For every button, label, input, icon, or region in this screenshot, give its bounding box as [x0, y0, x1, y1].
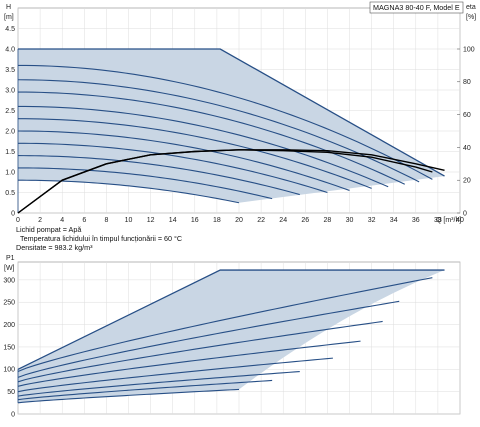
max-curve	[18, 48, 445, 177]
y-tick-label: 0.5	[5, 190, 15, 197]
x-tick-label: 16	[191, 217, 199, 224]
power-curve	[17, 370, 300, 397]
y-tick-label: 4.5	[5, 26, 15, 33]
x-tick-label: 0	[16, 217, 20, 224]
speed-curve	[17, 118, 372, 189]
x-tick-label: 6	[82, 217, 86, 224]
note-temperature: Temperatura lichidului în timpul funcțio…	[20, 234, 182, 243]
power-max-curve	[17, 269, 445, 370]
speed-curve	[17, 179, 240, 204]
y-tick-label: 0	[11, 411, 15, 418]
x-tick-label: 8	[104, 217, 108, 224]
y2-tick-label: 60	[463, 112, 471, 119]
head-flow-chart: 0 2 4 6 8 10 12 14 16 18 20 22 24 26 28 30 32 34 36 38 4000.…	[5, 7, 475, 224]
power-curve	[17, 277, 433, 373]
power-curve	[17, 340, 361, 387]
y-tick-label: 300	[3, 277, 15, 284]
model-box-label: MAGNA3 80-40 F, Model E	[373, 3, 460, 12]
power-curve	[17, 388, 240, 404]
power-flow-chart: 0 50 100 150 200 250 300	[3, 261, 461, 418]
x-tick-label: 14	[169, 217, 177, 224]
x-tick-label: 24	[279, 217, 287, 224]
speed-curve	[17, 155, 300, 196]
x-tick-label: 12	[147, 217, 155, 224]
speed-curve	[17, 64, 433, 180]
y2-tick-label: 20	[463, 178, 471, 185]
speed-curve	[17, 91, 405, 185]
x-tick-label: 40	[456, 217, 464, 224]
y-tick-label: 150	[3, 344, 15, 351]
y-axis-label-p1: P1	[6, 255, 15, 262]
y2-tick-label: 40	[463, 145, 471, 152]
y-axis-unit-w: [W]	[4, 265, 15, 272]
x-tick-label: 22	[257, 217, 265, 224]
power-curve	[17, 379, 273, 401]
speed-curve	[17, 167, 273, 200]
note-liquid: Lichid pompat = Apă	[16, 225, 81, 234]
x-tick-label: 20	[235, 217, 243, 224]
y2-tick-label: 0	[463, 210, 467, 217]
speed-curve	[17, 130, 350, 191]
y-tick-label: 250	[3, 300, 15, 307]
x-tick-label: 4	[60, 217, 64, 224]
y2-tick-label: 100	[463, 46, 475, 53]
speed-curve	[17, 105, 389, 188]
power-curve	[17, 320, 383, 383]
y-tick-label: 1.0	[5, 169, 15, 176]
x-tick-label: 18	[213, 217, 221, 224]
x-tick-label: 26	[301, 217, 309, 224]
power-curve	[17, 357, 333, 393]
speed-curve	[17, 142, 328, 194]
note-density: Densitate = 983.2 kg/m³	[16, 243, 93, 252]
model-box	[369, 1, 464, 14]
x-tick-label: 28	[324, 217, 332, 224]
y-tick-label: 2.0	[5, 128, 15, 135]
x-axis-label: Q [m³/h]	[436, 217, 461, 224]
y-tick-label: 3.0	[5, 87, 15, 94]
y-axis-unit-m: [m]	[4, 14, 14, 21]
efficiency-curve	[17, 149, 433, 214]
y2-axis-label-eta: eta	[466, 4, 476, 11]
y-tick-label: 50	[7, 389, 15, 396]
y-tick-label: 200	[3, 322, 15, 329]
y-tick-label: 1.5	[5, 149, 15, 156]
y-tick-label: 4.0	[5, 46, 15, 53]
y-tick-label: 3.5	[5, 67, 15, 74]
x-tick-label: 10	[125, 217, 133, 224]
x-tick-label: 38	[434, 217, 442, 224]
x-tick-label: 32	[368, 217, 376, 224]
power-curve	[17, 300, 400, 378]
x-tick-label: 34	[390, 217, 398, 224]
x-tick-label: 2	[38, 217, 42, 224]
speed-curve	[17, 79, 420, 183]
y-tick-label: 2.5	[5, 108, 15, 115]
y2-axis-unit-percent: [%]	[466, 14, 476, 21]
y-axis-label-h: H	[6, 4, 11, 11]
y-tick-label: 100	[3, 367, 15, 374]
x-tick-label: 36	[412, 217, 420, 224]
y-tick-label: 0	[11, 210, 15, 217]
x-tick-label: 30	[346, 217, 354, 224]
y2-tick-label: 80	[463, 79, 471, 86]
